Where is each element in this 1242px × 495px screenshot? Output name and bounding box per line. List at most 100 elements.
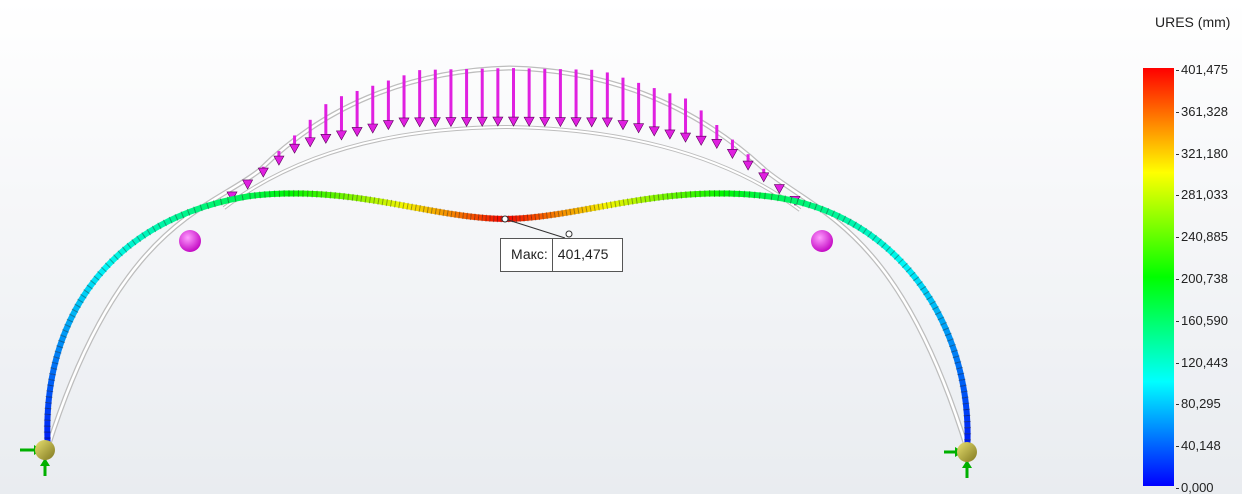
legend-tick xyxy=(1176,446,1179,447)
mesh-tick xyxy=(486,215,487,222)
mesh-tick xyxy=(524,215,525,222)
legend-value: 361,328 xyxy=(1181,104,1228,119)
beam-segment xyxy=(663,196,668,197)
beam-segment xyxy=(962,380,963,386)
beam-segment xyxy=(547,215,551,216)
deformed-beam xyxy=(44,190,971,452)
beam-segment xyxy=(827,211,833,213)
load-arrow-icon xyxy=(665,130,675,139)
beam-segment xyxy=(144,232,149,235)
beam-segment xyxy=(68,321,70,326)
beam-segment xyxy=(961,374,962,380)
beam-segment xyxy=(399,205,403,206)
beam-segment xyxy=(849,222,854,225)
beam-segment xyxy=(933,303,936,308)
beam-segment xyxy=(943,324,945,329)
beam-segment xyxy=(833,214,839,217)
load-arrow-icon xyxy=(634,124,644,133)
legend-color-bar xyxy=(1143,68,1174,486)
beam-segment xyxy=(87,287,90,292)
load-arrow-icon xyxy=(602,118,612,127)
load-arrow-icon xyxy=(321,134,331,143)
beam-segment xyxy=(201,206,208,208)
beam-segment xyxy=(366,199,370,200)
beam-segment xyxy=(923,288,926,293)
beam-segment xyxy=(228,199,235,201)
beam-segment xyxy=(424,209,428,210)
beam-segment xyxy=(195,208,201,210)
beam-segment xyxy=(879,241,884,245)
beam-segment xyxy=(344,196,348,197)
mesh-tick xyxy=(45,402,52,403)
beam-segment xyxy=(448,213,452,214)
beam-segment xyxy=(378,201,382,202)
mesh-tick xyxy=(520,215,521,222)
beam-segment xyxy=(884,245,888,249)
beam-segment xyxy=(901,261,905,265)
mesh-tick xyxy=(963,409,970,410)
mesh-tick xyxy=(527,214,528,221)
legend-value: 80,295 xyxy=(1181,396,1221,411)
beam-segment xyxy=(57,352,59,357)
beam-segment xyxy=(760,195,765,196)
beam-segment xyxy=(208,204,215,206)
beam-segment xyxy=(958,363,960,369)
load-arrow-icon xyxy=(587,118,597,127)
beam-segment xyxy=(855,225,860,228)
hinge-sphere-icon xyxy=(179,230,201,252)
legend-tick xyxy=(1176,363,1179,364)
beam-segment xyxy=(929,298,932,303)
beam-segment xyxy=(374,201,378,202)
beam-segment xyxy=(55,358,56,363)
mesh-tick xyxy=(335,192,336,199)
mesh-tick xyxy=(321,191,322,198)
mesh-tick xyxy=(681,192,682,199)
legend-tick xyxy=(1176,70,1179,71)
beam-segment xyxy=(578,210,582,211)
beam-segment xyxy=(628,201,632,202)
beam-segment xyxy=(935,308,938,313)
load-arrow-icon xyxy=(743,161,753,170)
beam-segment xyxy=(559,213,563,214)
beam-segment xyxy=(54,363,55,369)
legend-value: 401,475 xyxy=(1181,62,1228,77)
beam-segment xyxy=(822,209,828,211)
load-arrow-icon xyxy=(399,118,409,127)
beam-segment xyxy=(954,351,956,357)
beam-segment xyxy=(120,250,124,254)
load-arrow-icon xyxy=(571,118,581,127)
legend-value: 281,033 xyxy=(1181,187,1228,202)
load-arrow-icon xyxy=(290,144,300,153)
mesh-tick xyxy=(255,192,256,199)
beam-segment xyxy=(70,316,72,321)
load-arrow-icon xyxy=(462,117,472,126)
beam-segment xyxy=(361,199,365,200)
load-arrow-icon xyxy=(477,117,487,126)
beam-segment xyxy=(543,216,547,217)
beam-segment xyxy=(214,202,221,204)
beam-segment xyxy=(159,223,165,226)
beam-segment xyxy=(243,196,250,197)
mesh-tick xyxy=(260,191,261,198)
beam-segment xyxy=(75,306,78,311)
beam-segment xyxy=(78,301,81,306)
beam-segment xyxy=(154,226,159,229)
load-arrow-icon xyxy=(430,118,440,127)
beam-segment xyxy=(551,215,555,216)
beam-segment xyxy=(615,203,619,204)
beam-segment xyxy=(965,398,966,404)
beam-segment xyxy=(428,210,432,211)
beam-segment xyxy=(963,386,964,392)
beam-segment xyxy=(952,346,954,352)
beam-segment xyxy=(463,216,467,217)
load-arrow-icon xyxy=(681,133,691,142)
beam-segment xyxy=(66,326,68,331)
beam-segment xyxy=(865,231,870,234)
mesh-tick xyxy=(478,214,479,221)
beam-segment xyxy=(888,249,892,253)
beam-segment xyxy=(607,205,611,206)
beam-segment xyxy=(959,368,960,374)
beam-segment xyxy=(611,204,615,205)
beam-segment xyxy=(905,265,909,269)
max-value: 401,475 xyxy=(553,239,623,271)
